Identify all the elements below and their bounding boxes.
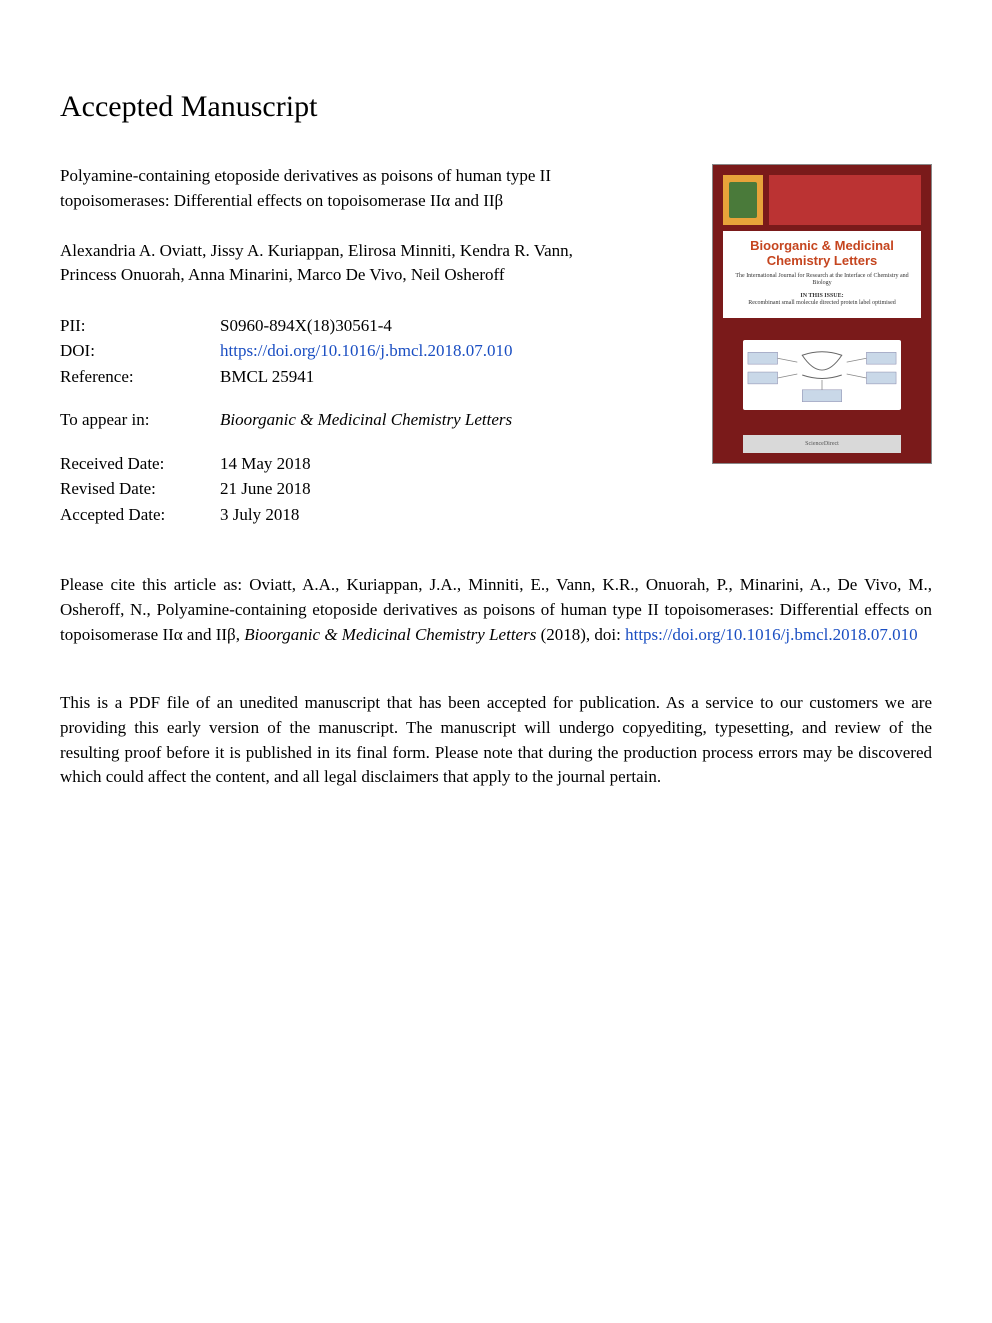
citation-doi-link-part1: https:// [625,625,672,644]
citation-year-doi: (2018), doi: [536,625,625,644]
cover-issue: IN THIS ISSUE: Recombinant small molecul… [729,293,915,307]
cover-top-bar [723,175,921,225]
appear-value: Bioorganic & Medicinal Chemistry Letters [220,407,512,433]
accepted-value: 3 July 2018 [220,502,299,528]
doi-row: DOI: https://doi.org/10.1016/j.bmcl.2018… [60,338,692,364]
revised-value: 21 June 2018 [220,476,311,502]
received-label: Received Date: [60,451,220,477]
pii-value: S0960-894X(18)30561-4 [220,313,392,339]
citation-journal: Bioorganic & Medicinal Chemistry Letters [244,625,536,644]
appear-label: To appear in: [60,407,220,433]
citation-block: Please cite this article as: Oviatt, A.A… [60,573,932,647]
reference-label: Reference: [60,364,220,390]
cover-subtitle: The International Journal for Research a… [729,273,915,287]
elsevier-logo-icon [723,175,763,225]
metadata-table: PII: S0960-894X(18)30561-4 DOI: https://… [60,313,692,528]
cover-top-strip [769,175,921,225]
left-column: Polyamine-containing etoposide derivativ… [60,164,692,527]
pii-row: PII: S0960-894X(18)30561-4 [60,313,692,339]
top-row: Polyamine-containing etoposide derivativ… [60,164,932,527]
cover-issue-text: Recombinant small molecule directed prot… [748,300,896,306]
cover-title-block: Bioorganic & Medicinal Chemistry Letters… [723,231,921,318]
appear-row: To appear in: Bioorganic & Medicinal Che… [60,407,692,433]
author-list: Alexandria A. Oviatt, Jissy A. Kuriappan… [60,239,620,287]
cover-issue-heading: IN THIS ISSUE: [800,293,843,299]
accepted-row: Accepted Date: 3 July 2018 [60,502,692,528]
reference-value: BMCL 25941 [220,364,314,390]
article-title: Polyamine-containing etoposide derivativ… [60,164,620,213]
page-heading: Accepted Manuscript [60,90,932,124]
cover-journal-name: Bioorganic & Medicinal Chemistry Letters [729,239,915,269]
pii-label: PII: [60,313,220,339]
journal-cover: Bioorganic & Medicinal Chemistry Letters… [712,164,932,464]
disclaimer-block: This is a PDF file of an unedited manusc… [60,691,932,790]
citation-doi-link[interactable]: https://doi.org/10.1016/j.bmcl.2018.07.0… [625,625,917,644]
received-row: Received Date: 14 May 2018 [60,451,692,477]
doi-label: DOI: [60,338,220,364]
citation-doi-link-part2: doi.org/10.1016/j.bmcl.2018.07.010 [672,625,917,644]
reference-row: Reference: BMCL 25941 [60,364,692,390]
accepted-label: Accepted Date: [60,502,220,528]
doi-link[interactable]: https://doi.org/10.1016/j.bmcl.2018.07.0… [220,341,512,360]
cover-diagram-icon [743,340,901,410]
revised-row: Revised Date: 21 June 2018 [60,476,692,502]
cover-bottom-strip: ScienceDirect [743,435,901,453]
doi-value[interactable]: https://doi.org/10.1016/j.bmcl.2018.07.0… [220,338,512,364]
revised-label: Revised Date: [60,476,220,502]
received-value: 14 May 2018 [220,451,311,477]
